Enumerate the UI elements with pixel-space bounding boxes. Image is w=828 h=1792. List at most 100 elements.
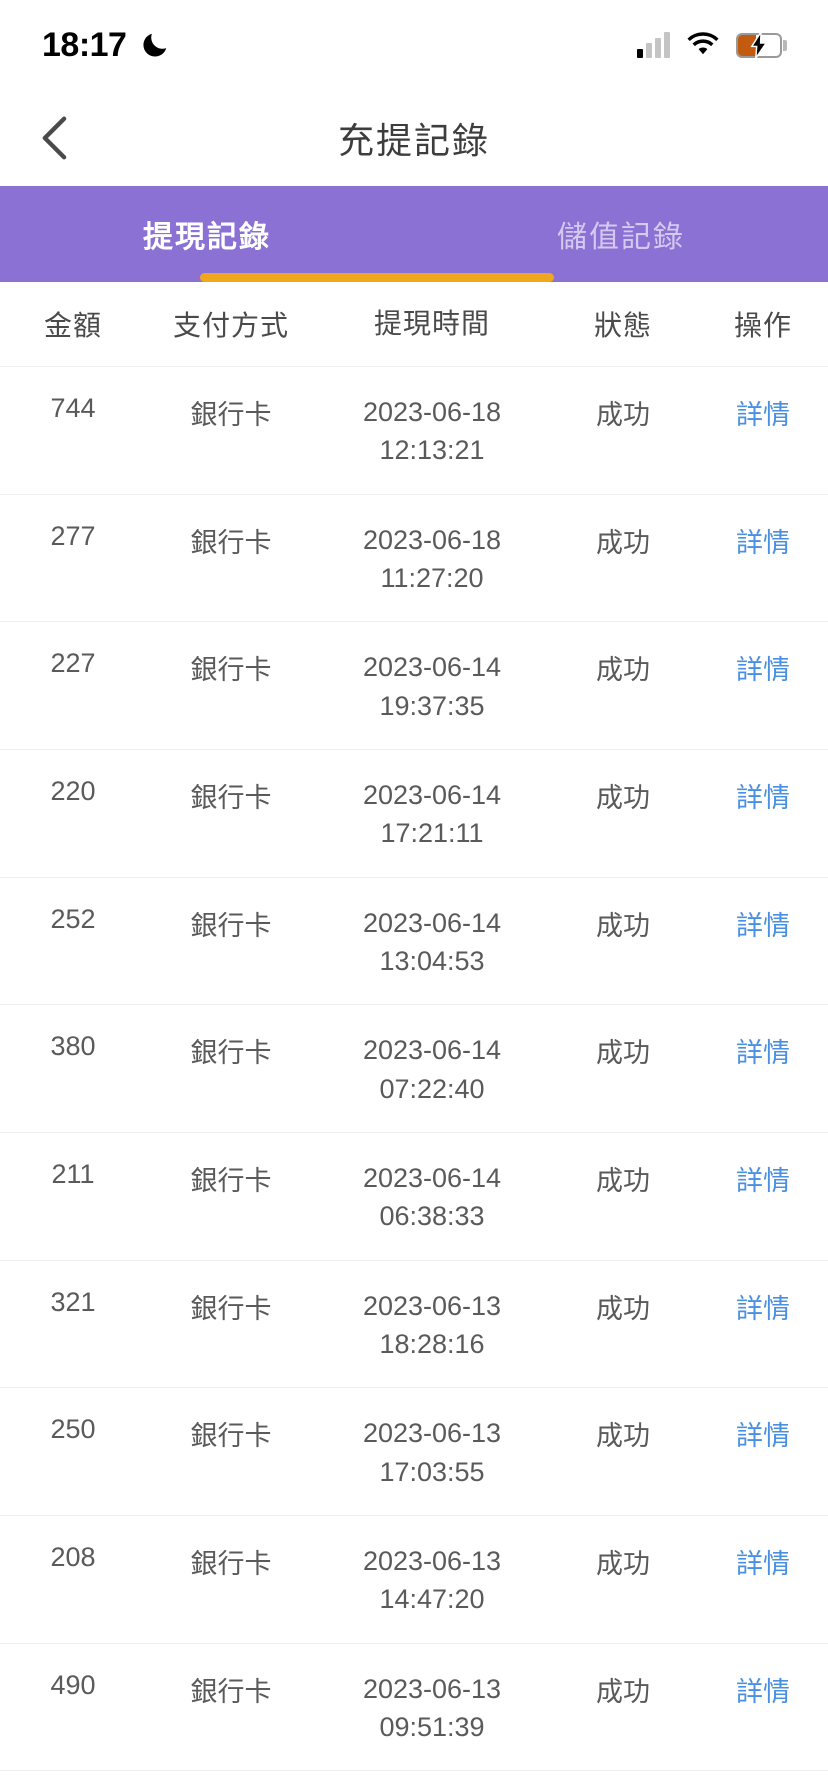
cell-time-date: 2023-06-13	[362, 1673, 502, 1704]
cell-amount: 744	[50, 393, 96, 423]
column-header-method: 支付方式	[172, 310, 289, 341]
cell-time: 2023-06-18 11:27:20	[316, 521, 548, 598]
table-row: 490 銀行卡 2023-06-13 09:51:39 成功 詳情	[0, 1642, 828, 1771]
tab-deposit-records[interactable]: 儲值記錄	[557, 221, 685, 254]
status-bar: 18:17	[0, 0, 828, 90]
cell-time: 2023-06-13 17:03:55	[316, 1414, 548, 1491]
cell-action: 詳情	[698, 1159, 828, 1198]
column-header-time: 提現時間	[373, 308, 490, 340]
cell-method: 銀行卡	[190, 1293, 272, 1324]
cell-time: 2023-06-14 13:04:53	[316, 904, 548, 981]
cell-time-clock: 06:38:33	[379, 1201, 485, 1232]
cell-time-date: 2023-06-13	[362, 1545, 502, 1576]
cell-time: 2023-06-14 06:38:33	[316, 1159, 548, 1236]
cell-method: 銀行卡	[190, 782, 272, 813]
cell-time-clock: 13:04:53	[379, 945, 485, 976]
cell-time-clock: 18:28:16	[379, 1328, 485, 1359]
wifi-icon	[686, 32, 720, 58]
detail-link[interactable]: 詳情	[736, 1038, 790, 1069]
cell-status: 成功	[596, 655, 650, 686]
cell-time: 2023-06-13 09:51:39	[316, 1670, 548, 1747]
cell-method: 銀行卡	[190, 527, 272, 558]
cell-time: 2023-06-13 18:28:16	[316, 1287, 548, 1364]
back-button[interactable]	[22, 106, 86, 170]
table-row: 220 銀行卡 2023-06-14 17:21:11 成功 詳情	[0, 748, 828, 877]
detail-link[interactable]: 詳情	[736, 1293, 790, 1324]
cell-time-date: 2023-06-14	[362, 779, 502, 810]
detail-link[interactable]: 詳情	[736, 400, 790, 430]
cell-status: 成功	[596, 1165, 650, 1196]
detail-link[interactable]: 詳情	[736, 782, 790, 813]
table-row: 227 銀行卡 2023-06-14 19:37:35 成功 詳情	[0, 621, 828, 749]
cell-time-clock: 07:22:40	[379, 1073, 485, 1104]
detail-link[interactable]: 詳情	[736, 1165, 790, 1196]
detail-link[interactable]: 詳情	[736, 1548, 790, 1579]
page-title: 充提記錄	[337, 120, 490, 161]
cell-status: 成功	[596, 910, 650, 941]
records-table: 金額 支付方式 提現時間 狀態 操作 744 銀行卡 2023-06-18 12…	[0, 282, 828, 1792]
detail-link[interactable]: 詳情	[736, 1421, 790, 1452]
cell-method: 銀行卡	[190, 1548, 272, 1579]
cell-time-date: 2023-06-14	[362, 907, 502, 938]
cell-time-date: 2023-06-18	[362, 397, 502, 427]
table-header-row: 金額 支付方式 提現時間 狀態 操作	[0, 282, 828, 366]
crescent-moon-icon	[140, 30, 170, 60]
cell-status: 成功	[596, 782, 650, 813]
cell-method: 銀行卡	[190, 1421, 272, 1452]
cell-time-clock: 17:03:55	[379, 1456, 485, 1487]
detail-link[interactable]: 詳情	[736, 655, 790, 686]
cell-time-clock: 14:47:20	[379, 1584, 485, 1615]
cell-status: 成功	[596, 1293, 650, 1324]
cell-status: 成功	[596, 527, 650, 558]
cell-amount: 211	[51, 1158, 95, 1189]
cell-method: 銀行卡	[190, 1038, 272, 1069]
chevron-left-icon	[42, 116, 67, 160]
cell-status: 成功	[596, 1421, 650, 1452]
status-bar-right	[637, 32, 787, 58]
cell-status: 成功	[596, 1038, 650, 1069]
cell-time-clock: 17:21:11	[380, 818, 484, 849]
cell-amount: 380	[50, 1031, 96, 1062]
cell-time-clock: 11:27:20	[380, 562, 484, 593]
table-row: 211 銀行卡 2023-06-14 06:38:33 成功 詳情	[0, 1131, 828, 1260]
cell-time-date: 2023-06-14	[362, 652, 502, 683]
column-header-action: 操作	[733, 310, 792, 341]
cell-time: 2023-06-18 12:13:21	[316, 393, 548, 470]
cell-time-clock: 12:13:21	[379, 435, 485, 466]
tab-withdrawal-records[interactable]: 提現記錄	[143, 221, 271, 254]
cell-action: 詳情	[698, 1670, 828, 1709]
tab-active-indicator	[200, 273, 554, 282]
cell-amount: 250	[50, 1414, 96, 1445]
cell-action: 詳情	[698, 904, 828, 943]
battery-charging-icon	[736, 32, 787, 58]
detail-link[interactable]: 詳情	[736, 527, 790, 558]
status-time: 18:17	[42, 26, 127, 64]
table-row: 380 銀行卡 2023-06-14 07:22:40 成功 詳情	[0, 1004, 828, 1132]
cell-status: 成功	[596, 400, 650, 430]
cell-time-date: 2023-06-13	[362, 1290, 502, 1321]
cell-action: 詳情	[698, 393, 828, 432]
detail-link[interactable]: 詳情	[736, 910, 790, 941]
cell-amount: 227	[50, 648, 96, 679]
table-row: 252 銀行卡 2023-06-14 13:04:53 成功 詳情	[0, 876, 828, 1005]
status-bar-left: 18:17	[42, 28, 170, 62]
cell-method: 銀行卡	[190, 910, 272, 941]
cell-action: 詳情	[698, 521, 828, 560]
table-row: 277 銀行卡 2023-06-18 11:27:20 成功 詳情	[0, 493, 828, 622]
cell-time-date: 2023-06-13	[362, 1418, 502, 1449]
cell-time: 2023-06-13 14:47:20	[316, 1542, 548, 1619]
cell-time-date: 2023-06-14	[362, 1035, 502, 1066]
cell-action: 詳情	[698, 1031, 828, 1070]
cell-amount: 208	[50, 1541, 96, 1572]
tab-bar: 提現記錄 儲值記錄	[0, 186, 828, 282]
cell-time: 2023-06-14 17:21:11	[316, 776, 548, 853]
cellular-signal-icon	[637, 32, 670, 58]
nav-bar: 充提記錄	[0, 90, 828, 186]
cell-time-date: 2023-06-14	[362, 1162, 502, 1193]
cell-amount: 252	[50, 903, 96, 934]
cell-method: 銀行卡	[190, 1165, 272, 1196]
detail-link[interactable]: 詳情	[736, 1676, 790, 1707]
cell-method: 銀行卡	[190, 400, 272, 430]
cell-time: 2023-06-14 07:22:40	[316, 1031, 548, 1108]
cell-time-date: 2023-06-18	[362, 524, 502, 555]
